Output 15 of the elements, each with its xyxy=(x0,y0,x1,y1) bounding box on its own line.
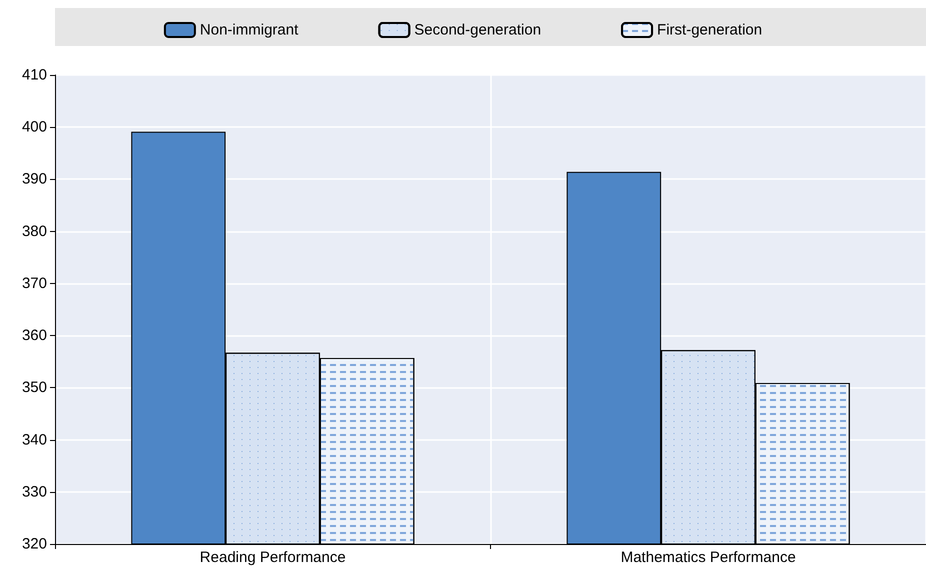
y-tick-label: 330 xyxy=(22,483,47,500)
y-tick-label: 400 xyxy=(22,118,47,136)
y-tick-label: 350 xyxy=(22,379,47,396)
y-tick-label: 390 xyxy=(22,170,47,188)
x-tick-label: Mathematics Performance xyxy=(620,549,796,566)
y-tick-label: 360 xyxy=(22,327,47,344)
x-tick-label: Reading Performance xyxy=(200,549,346,566)
legend-label: First-generation xyxy=(657,22,762,38)
y-tick-label: 380 xyxy=(22,222,47,240)
legend-label: Second-generation xyxy=(414,22,542,38)
legend-label: Non-immigrant xyxy=(200,22,300,38)
y-tick-label: 320 xyxy=(22,536,47,552)
y-tick-label: 370 xyxy=(22,274,47,292)
y-tick-label: 410 xyxy=(22,66,47,84)
y-tick-label: 340 xyxy=(22,431,47,448)
